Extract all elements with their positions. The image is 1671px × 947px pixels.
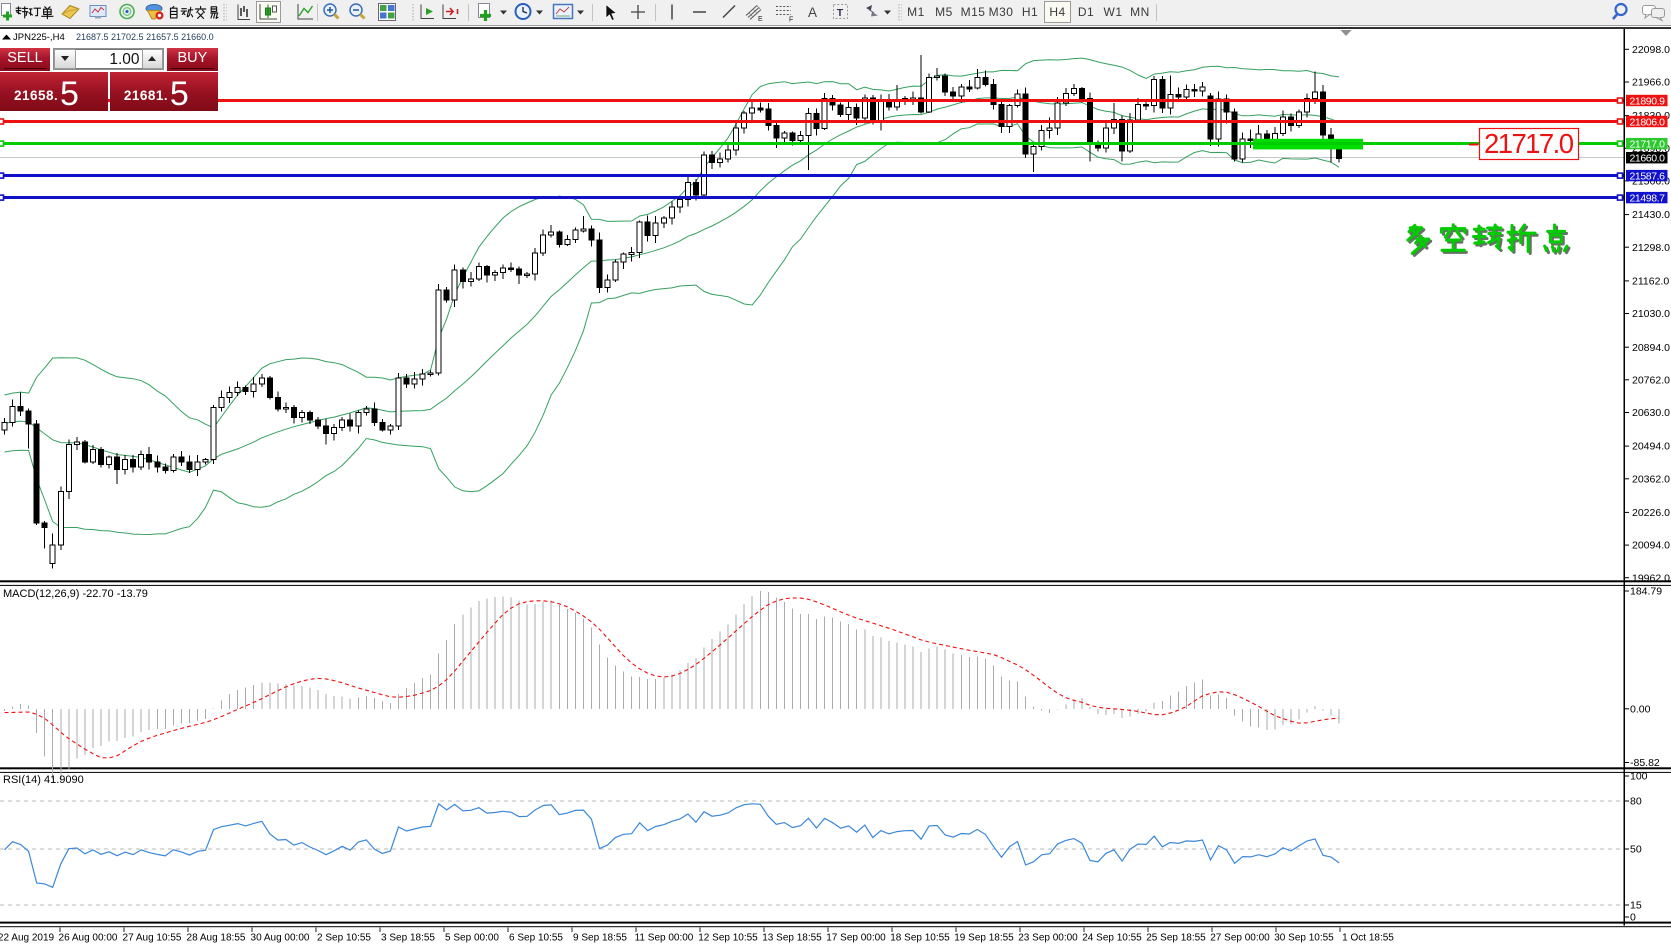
svg-text:9 Sep 18:55: 9 Sep 18:55	[573, 933, 627, 944]
svg-text:20762.0: 20762.0	[1632, 374, 1670, 386]
svg-text:17 Sep 00:00: 17 Sep 00:00	[826, 933, 886, 944]
svg-text:13 Sep 18:55: 13 Sep 18:55	[762, 933, 822, 944]
svg-text:1 Oct 18:55: 1 Oct 18:55	[1342, 933, 1394, 944]
svg-text:50: 50	[1630, 844, 1642, 856]
svg-text:22098.0: 22098.0	[1632, 44, 1670, 56]
svg-text:184.79: 184.79	[1630, 586, 1662, 598]
svg-text:21687.5 21702.5 21657.5 21660.: 21687.5 21702.5 21657.5 21660.0	[76, 32, 214, 42]
svg-text:30 Aug 00:00: 30 Aug 00:00	[251, 933, 310, 944]
svg-text:M15: M15	[961, 5, 986, 19]
svg-text:21430.0: 21430.0	[1632, 209, 1670, 221]
svg-text:3 Sep 18:55: 3 Sep 18:55	[381, 933, 435, 944]
svg-text:27 Aug 10:55: 27 Aug 10:55	[123, 933, 182, 944]
svg-text:0: 0	[1630, 912, 1636, 924]
svg-text:M5: M5	[935, 5, 953, 19]
svg-text:M30: M30	[989, 5, 1014, 19]
svg-text:21717.0: 21717.0	[1484, 128, 1574, 159]
svg-text:21587.6: 21587.6	[1630, 170, 1666, 182]
svg-text:20630.0: 20630.0	[1632, 407, 1670, 419]
svg-text:20894.0: 20894.0	[1632, 342, 1670, 354]
svg-text:19 Sep 18:55: 19 Sep 18:55	[954, 933, 1014, 944]
svg-text:T: T	[837, 7, 844, 19]
svg-text:27 Sep 00:00: 27 Sep 00:00	[1210, 933, 1270, 944]
svg-text:20226.0: 20226.0	[1632, 507, 1670, 519]
svg-text:21806.0: 21806.0	[1630, 116, 1666, 128]
svg-text:19962.0: 19962.0	[1632, 572, 1670, 584]
svg-text:28 Aug 18:55: 28 Aug 18:55	[187, 933, 246, 944]
svg-text:26 Aug 00:00: 26 Aug 00:00	[59, 933, 118, 944]
svg-text:H4: H4	[1049, 5, 1065, 19]
svg-text:H1: H1	[1022, 5, 1038, 19]
svg-text:21717.0: 21717.0	[1630, 138, 1666, 150]
svg-text:20094.0: 20094.0	[1632, 540, 1670, 552]
svg-text:12 Sep 10:55: 12 Sep 10:55	[698, 933, 758, 944]
svg-text:21498.7: 21498.7	[1630, 192, 1666, 204]
svg-text:F: F	[789, 17, 793, 24]
svg-text:RSI(14) 41.9090: RSI(14) 41.9090	[3, 774, 84, 786]
svg-text:23 Sep 00:00: 23 Sep 00:00	[1018, 933, 1078, 944]
svg-text:2 Sep 10:55: 2 Sep 10:55	[317, 933, 371, 944]
svg-text:21890.9: 21890.9	[1630, 95, 1666, 107]
svg-text:20362.0: 20362.0	[1632, 473, 1670, 485]
svg-text:JPN225-,H4: JPN225-,H4	[13, 32, 65, 43]
svg-text:MN: MN	[1130, 5, 1150, 19]
svg-text:5 Sep 00:00: 5 Sep 00:00	[445, 933, 499, 944]
svg-text:20494.0: 20494.0	[1632, 441, 1670, 453]
svg-text:0.00: 0.00	[1630, 703, 1651, 715]
svg-text:15: 15	[1630, 900, 1642, 912]
svg-text:MACD(12,26,9) -22.70 -13.79: MACD(12,26,9) -22.70 -13.79	[3, 588, 148, 600]
svg-text:21966.0: 21966.0	[1632, 77, 1670, 89]
svg-text:11 Sep 00:00: 11 Sep 00:00	[635, 933, 694, 944]
svg-text:A: A	[808, 5, 817, 20]
svg-text:21162.0: 21162.0	[1632, 276, 1669, 288]
svg-text:W1: W1	[1104, 5, 1123, 19]
svg-text:25 Sep 18:55: 25 Sep 18:55	[1146, 933, 1206, 944]
svg-text:18 Sep 10:55: 18 Sep 10:55	[890, 933, 950, 944]
svg-text:80: 80	[1630, 796, 1642, 808]
svg-text:21030.0: 21030.0	[1632, 308, 1670, 320]
svg-text:M1: M1	[907, 5, 925, 19]
svg-text:24 Sep 10:55: 24 Sep 10:55	[1082, 933, 1142, 944]
svg-text:D1: D1	[1078, 5, 1094, 19]
svg-text:22 Aug 2019: 22 Aug 2019	[0, 933, 55, 944]
svg-text:6 Sep 10:55: 6 Sep 10:55	[509, 933, 563, 944]
svg-text:100: 100	[1630, 771, 1648, 783]
svg-text:-85.82: -85.82	[1630, 757, 1660, 769]
svg-text:21660.0: 21660.0	[1630, 153, 1666, 165]
svg-text:21298.0: 21298.0	[1632, 242, 1670, 254]
svg-text:E: E	[758, 16, 763, 23]
svg-text:30 Sep 10:55: 30 Sep 10:55	[1274, 933, 1334, 944]
